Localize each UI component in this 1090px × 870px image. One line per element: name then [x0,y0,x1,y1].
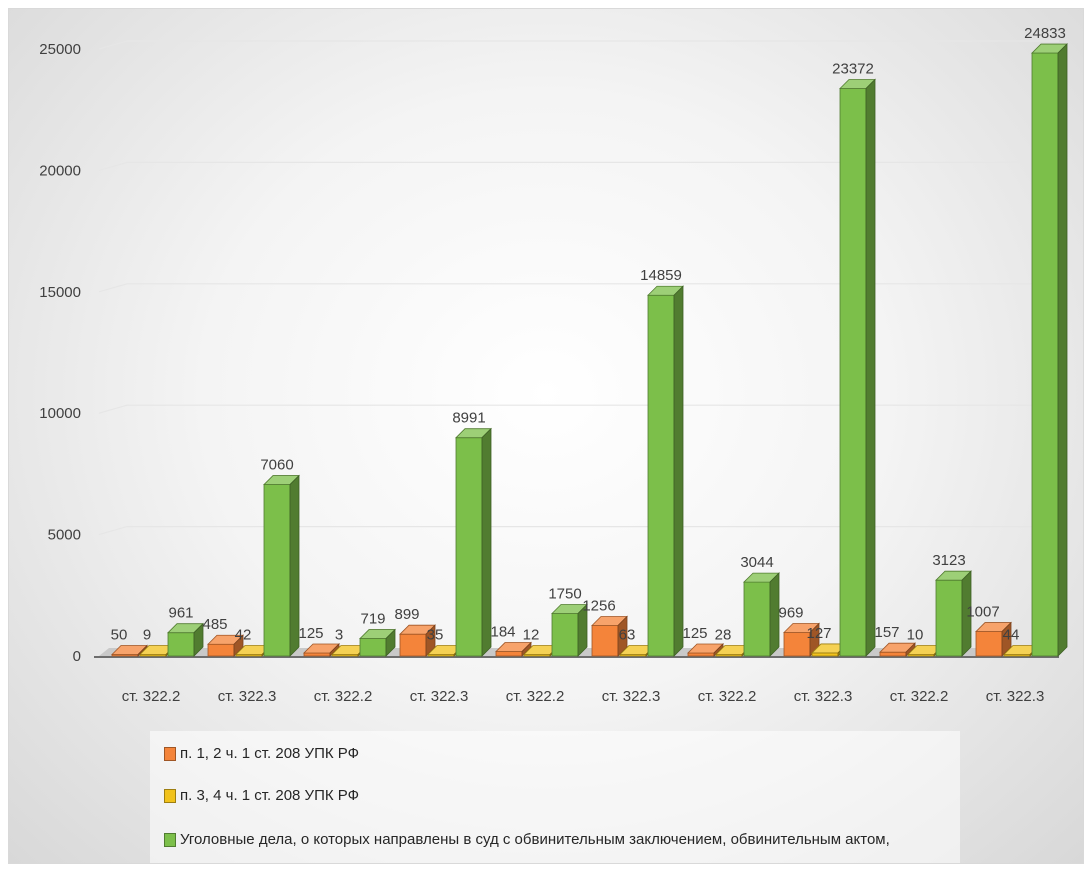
gridline-slant [98,404,128,414]
y-tick-label: 0 [73,648,81,665]
bar-front [359,638,387,657]
legend-label-orange: п. 1, 2 ч. 1 ст. 208 УПК РФ [180,745,359,762]
bar-side [481,427,492,657]
data-label: 1750 [548,586,581,603]
x-category-label: ст. 322.3 [218,688,277,705]
bar-front [591,625,619,657]
bar-front [303,652,331,657]
data-label: 899 [394,606,419,623]
data-label: 719 [360,611,385,628]
legend: п. 1, 2 ч. 1 ст. 208 УПК РФ п. 3, 4 ч. 1… [150,731,960,863]
bar-side [193,622,204,657]
data-label: 14859 [640,267,682,284]
data-label: 8991 [452,410,485,427]
y-tick-label: 15000 [39,284,81,301]
data-label: 3 [335,627,343,644]
bar-side [577,603,588,657]
legend-item-green: Уголовные дела, о которых направлены в с… [164,831,890,848]
y-tick-label: 10000 [39,405,81,422]
x-category-label: ст. 322.2 [890,688,949,705]
bar-front [263,484,291,657]
bar-front [167,632,195,657]
bar-side [1057,43,1068,657]
x-category-label: ст. 322.3 [794,688,853,705]
bar-front [811,652,839,657]
x-category-label: ст. 322.2 [506,688,565,705]
data-label: 10 [907,627,924,644]
bar-front [399,633,427,657]
gridline-slant [98,283,128,293]
bar-front [839,88,867,657]
bar-side [769,572,780,657]
data-label: 28 [715,627,732,644]
legend-label-yellow: п. 3, 4 ч. 1 ст. 208 УПК РФ [180,787,359,804]
gridline-slant [98,40,128,50]
data-label: 1007 [966,604,999,621]
data-label: 7060 [260,457,293,474]
data-label: 127 [806,625,831,642]
data-label: 485 [202,616,227,633]
bar-front [455,437,483,657]
chart-frame: 0 5000 10000 15000 20000 25000 50 9 961 ст. 322.2… [8,8,1084,864]
data-label: 50 [111,627,128,644]
data-label: 23372 [832,61,874,78]
bar-side [865,78,876,657]
data-label: 35 [427,627,444,644]
x-category-label: ст. 322.3 [986,688,1045,705]
x-category-label: ст. 322.2 [122,688,181,705]
data-label: 63 [619,626,636,643]
x-category-label: ст. 322.3 [602,688,661,705]
bar-side [385,628,396,657]
data-label: 3044 [740,554,773,571]
bar-front [495,651,523,657]
x-category-label: ст. 322.2 [314,688,373,705]
data-label: 24833 [1024,25,1066,42]
bar-front [647,294,675,657]
data-label: 961 [168,605,193,622]
bar-front [207,643,235,657]
bar-front [975,631,1003,657]
x-category-label: ст. 322.2 [698,688,757,705]
data-label: 125 [682,625,707,642]
bar-side [961,570,972,657]
legend-swatch-yellow [164,788,176,803]
data-label: 42 [235,627,252,644]
gridline-slant [98,161,128,171]
bar-front [1031,52,1059,657]
data-label: 9 [143,627,151,644]
bar-front [743,581,771,657]
data-label: 12 [523,627,540,644]
data-label: 184 [490,624,515,641]
data-label: 1256 [582,598,615,615]
bar-side [289,474,300,657]
legend-swatch-orange [164,746,176,761]
gridline-slant [98,526,128,536]
bar-front [935,579,963,657]
y-tick-label: 5000 [48,527,81,544]
bar-front [687,652,715,657]
legend-item-yellow: п. 3, 4 ч. 1 ст. 208 УПК РФ [164,787,359,804]
data-label: 44 [1003,627,1020,644]
bar-chart: 0 5000 10000 15000 20000 25000 50 9 961 ст. 322.2… [39,25,1068,705]
bar-side [673,285,684,657]
data-label: 125 [298,625,323,642]
bar-front [551,613,579,657]
legend-item-orange: п. 1, 2 ч. 1 ст. 208 УПК РФ [164,745,359,762]
y-tick-label: 20000 [39,162,81,179]
legend-label-green: Уголовные дела, о которых направлены в с… [180,831,890,848]
x-category-label: ст. 322.3 [410,688,469,705]
data-label: 969 [778,604,803,621]
y-tick-label: 25000 [39,41,81,58]
bar-front [879,651,907,657]
data-label: 157 [874,624,899,641]
legend-swatch-green [164,832,176,847]
data-label: 3123 [932,552,965,569]
